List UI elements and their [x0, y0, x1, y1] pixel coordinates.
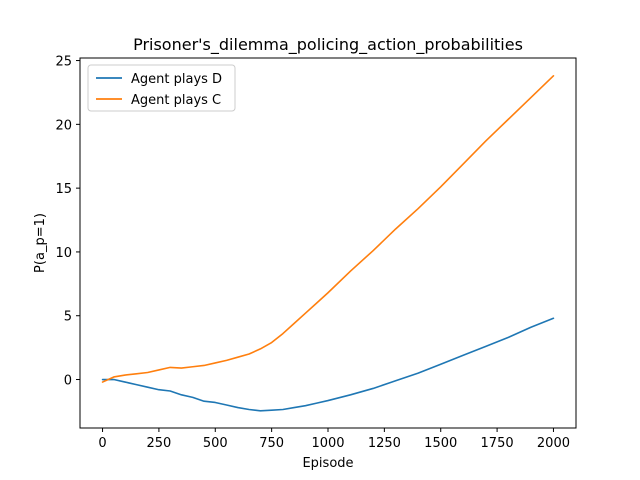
- x-tick-label: 1250: [368, 436, 401, 451]
- x-tick-label: 1000: [311, 436, 344, 451]
- legend-box: [87, 64, 236, 112]
- y-tick-label: 0: [64, 374, 72, 389]
- x-tick-label: 1500: [424, 436, 457, 451]
- y-tick-label: 5: [64, 310, 72, 325]
- legend-label: Agent plays D: [131, 72, 222, 87]
- series-line-agent-plays-d: [101, 317, 555, 412]
- x-tick-label: 500: [203, 436, 228, 451]
- y-tick-label: 15: [55, 182, 72, 197]
- x-axis-label: Episode: [302, 456, 353, 471]
- y-tick-label: 10: [55, 246, 72, 261]
- x-tick-label: 1750: [481, 436, 514, 451]
- chart-title: Prisoner's_dilemma_policing_action_proba…: [133, 35, 523, 55]
- plot-series: [101, 75, 555, 412]
- x-tick-label: 2000: [537, 436, 570, 451]
- y-axis-label: P(a_p=1): [33, 213, 48, 273]
- y-tick-label: 20: [55, 118, 72, 133]
- y-axis: 0 5 10 15 20 25: [55, 55, 80, 389]
- y-tick-label: 25: [55, 55, 72, 70]
- x-tick-label: 0: [98, 436, 106, 451]
- x-tick-label: 750: [259, 436, 284, 451]
- x-axis: 0 250 500 750 1000 1250 1500 1750 2000: [98, 428, 570, 451]
- legend: Agent plays D Agent plays C: [87, 64, 236, 112]
- legend-label: Agent plays C: [131, 93, 221, 108]
- x-tick-label: 250: [146, 436, 171, 451]
- series-line-agent-plays-c: [101, 75, 555, 383]
